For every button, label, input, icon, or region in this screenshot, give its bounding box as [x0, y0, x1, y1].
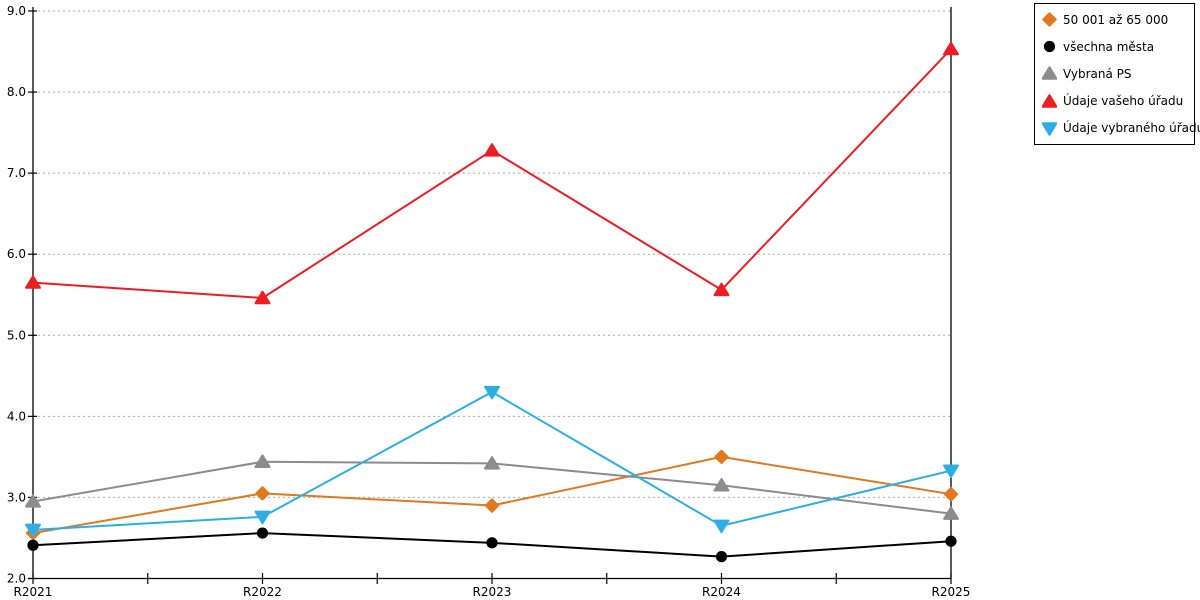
circle-marker — [256, 527, 269, 539]
y-tick-label: 7.0 — [7, 166, 26, 180]
triangle-up-marker — [484, 456, 500, 470]
triangle-up-marker — [943, 41, 959, 56]
triangle-down-marker — [943, 464, 959, 478]
triangle-down-icon — [1042, 122, 1057, 136]
triangle-up-marker — [713, 477, 730, 492]
y-tick-label: 2.0 — [7, 572, 26, 586]
x-tick-label: R2024 — [702, 585, 741, 599]
legend-label: Údaje vašeho úřadu — [1063, 94, 1184, 109]
circle-marker — [715, 551, 728, 563]
x-tick-label: R2023 — [473, 585, 512, 599]
y-tick-label: 8.0 — [7, 85, 26, 99]
circle-marker — [27, 539, 39, 551]
y-tick-label: 6.0 — [7, 247, 26, 261]
diamond-marker — [1042, 12, 1057, 27]
legend: 50 001 až 65 000 všechna města Vybraná PS Ú… — [1034, 3, 1200, 145]
triangle-down-marker — [254, 510, 271, 525]
legend-item: Údaje vašeho úřadu — [1042, 93, 1194, 109]
triangle-up-marker — [254, 290, 271, 305]
triangle-up-marker — [25, 494, 41, 508]
triangle-up-marker — [943, 506, 959, 520]
x-tick-label: R2021 — [14, 585, 53, 599]
y-tick-label: 9.0 — [7, 4, 26, 18]
diamond-marker — [714, 449, 729, 465]
y-tick-label: 4.0 — [7, 409, 26, 423]
x-tick-label: R2022 — [243, 585, 282, 599]
legend-item: Vybraná PS — [1042, 66, 1194, 81]
triangle-up-marker — [254, 454, 271, 468]
triangle-up-marker — [713, 282, 730, 297]
triangle-down-marker — [1042, 122, 1057, 136]
triangle-up-marker — [1042, 66, 1057, 81]
triangle-down-marker — [713, 519, 730, 534]
legend-label: všechna města — [1063, 39, 1155, 54]
circle-marker — [486, 537, 498, 549]
legend-item: všechna města — [1042, 39, 1194, 54]
legend-label: 50 001 až 65 000 — [1063, 12, 1169, 27]
diamond-icon — [1042, 12, 1057, 27]
legend-label: Vybraná PS — [1063, 66, 1132, 81]
legend-item: Údaje vybraného úřadu — [1042, 121, 1200, 136]
triangle-down-marker — [25, 523, 41, 538]
circle-icon — [1043, 41, 1056, 53]
legend-label: Údaje vybraného úřadu — [1063, 121, 1200, 136]
legend-item: 50 001 až 65 000 — [1042, 12, 1194, 27]
circle-marker — [945, 535, 957, 547]
x-tick-label: R2025 — [932, 585, 971, 599]
triangle-up-icon — [1042, 93, 1057, 108]
diamond-marker — [943, 486, 959, 502]
triangle-down-marker — [484, 385, 500, 400]
triangle-up-marker — [484, 143, 500, 157]
triangle-up-marker — [1042, 93, 1057, 108]
y-tick-label: 3.0 — [7, 490, 26, 504]
triangle-up-marker — [25, 275, 41, 289]
diamond-marker — [484, 498, 500, 513]
diamond-marker — [255, 486, 270, 501]
y-tick-label: 5.0 — [7, 328, 26, 342]
circle-marker — [1043, 41, 1056, 53]
triangle-up-icon — [1042, 66, 1057, 81]
